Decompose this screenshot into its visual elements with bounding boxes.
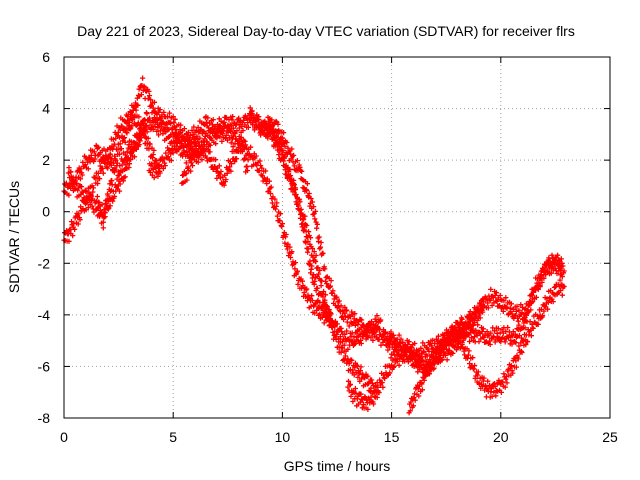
x-tick-label: 25 <box>602 429 618 445</box>
y-tick-label: -4 <box>38 307 51 323</box>
x-tick-label: 5 <box>169 429 177 445</box>
data-points <box>61 75 567 416</box>
chart-title: Day 221 of 2023, Sidereal Day-to-day VTE… <box>77 23 575 39</box>
plot-frame <box>63 56 611 419</box>
y-tick-label: 6 <box>42 49 50 65</box>
y-tick-label: 4 <box>42 101 50 117</box>
y-tick-label: 0 <box>42 204 50 220</box>
grid-lines <box>64 57 610 418</box>
y-tick-label: 2 <box>42 152 50 168</box>
axis-ticks: 0 5 10 15 20 25 -8 -6 -4 -2 0 2 4 6 <box>38 49 618 445</box>
data-point-markers <box>279 147 382 400</box>
x-tick-label: 10 <box>275 429 291 445</box>
data-series <box>406 252 565 416</box>
data-point-markers <box>179 138 251 188</box>
data-point-markers <box>65 110 150 225</box>
data-point-markers <box>146 123 333 328</box>
data-series <box>65 110 150 225</box>
y-tick-label: -2 <box>38 255 51 271</box>
y-tick-label: -6 <box>38 358 51 374</box>
y-axis-label: SDTVAR / TECUs <box>6 181 22 293</box>
data-series <box>179 138 251 188</box>
data-point-markers <box>406 252 565 416</box>
data-series <box>146 123 333 328</box>
x-tick-label: 0 <box>60 429 68 445</box>
x-tick-label: 20 <box>493 429 509 445</box>
x-tick-label: 15 <box>384 429 400 445</box>
data-series <box>279 147 382 400</box>
y-tick-label: -8 <box>38 410 51 426</box>
x-axis-label: GPS time / hours <box>284 458 391 474</box>
